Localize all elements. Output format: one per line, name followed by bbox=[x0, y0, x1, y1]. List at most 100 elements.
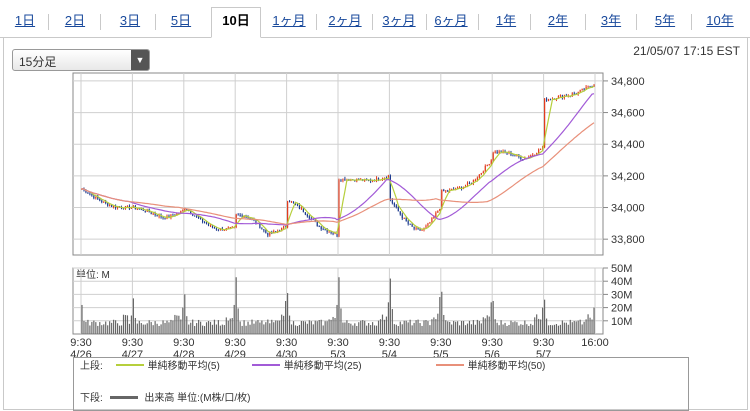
volume-bar bbox=[407, 322, 409, 334]
interval-select[interactable]: 15分足 ▼ bbox=[12, 49, 150, 71]
tab-5日[interactable]: 5日 bbox=[170, 13, 192, 28]
candle-body bbox=[259, 222, 261, 229]
candle-body bbox=[267, 233, 269, 236]
tab-2年[interactable]: 2年 bbox=[547, 13, 569, 28]
candle-body bbox=[150, 212, 152, 214]
candle-body bbox=[544, 98, 546, 148]
tab-3日[interactable]: 3日 bbox=[119, 13, 141, 28]
x-tick-time: 9:30 bbox=[430, 337, 451, 349]
candle-body bbox=[326, 229, 328, 232]
candle-body bbox=[156, 215, 158, 217]
volume-bar bbox=[524, 320, 526, 334]
candle-body bbox=[336, 232, 338, 236]
volume-bar bbox=[348, 323, 350, 334]
x-tick-date: 5/3 bbox=[330, 349, 345, 361]
legend-item-label: 単純移動平均(25) bbox=[283, 361, 362, 372]
volume-tick-label: 20M bbox=[611, 303, 632, 315]
volume-bar bbox=[478, 321, 480, 334]
candle-body bbox=[255, 220, 257, 224]
candle-body bbox=[468, 182, 471, 184]
volume-bar bbox=[178, 315, 180, 334]
candle-body bbox=[241, 215, 243, 218]
candle-body bbox=[211, 225, 214, 228]
volume-bar bbox=[356, 326, 358, 334]
volume-bar bbox=[136, 323, 138, 334]
volume-bar bbox=[474, 324, 476, 334]
candle-body bbox=[217, 229, 219, 231]
candle-body bbox=[168, 215, 170, 218]
candle-body bbox=[243, 216, 245, 218]
candle-body bbox=[532, 154, 534, 156]
volume-bar bbox=[290, 324, 293, 334]
candle-body bbox=[571, 93, 573, 96]
candle-body bbox=[405, 217, 407, 222]
candle-body bbox=[176, 213, 178, 216]
x-tick-date: 5/4 bbox=[382, 349, 397, 361]
candle-body bbox=[484, 165, 486, 172]
volume-bar bbox=[502, 324, 504, 334]
tab-5年[interactable]: 5年 bbox=[654, 13, 676, 28]
volume-bar bbox=[520, 324, 522, 334]
volume-bar bbox=[425, 320, 427, 334]
tab-1年[interactable]: 1年 bbox=[495, 13, 517, 28]
tab-1日[interactable]: 1日 bbox=[14, 13, 36, 28]
candle-body bbox=[152, 213, 154, 215]
tab-10日[interactable]: 10日 bbox=[211, 7, 261, 38]
volume-tick-label: 40M bbox=[611, 276, 632, 288]
volume-bar bbox=[585, 319, 587, 334]
legend-item: 単純移動平均(50) bbox=[432, 361, 545, 372]
tab-3ヶ月[interactable]: 3ヶ月 bbox=[382, 13, 416, 28]
legend-upper-row: 上段: 単純移動平均(5) 単純移動平均(25) 単純移動平均(50) bbox=[80, 360, 545, 374]
volume-bar bbox=[200, 321, 202, 334]
tab-2ヶ月[interactable]: 2ヶ月 bbox=[328, 13, 362, 28]
volume-bar bbox=[536, 314, 538, 334]
volume-bar bbox=[154, 321, 156, 334]
volume-bar bbox=[186, 316, 188, 334]
x-tick-time: 9:30 bbox=[122, 337, 143, 349]
tab-6ヶ月[interactable]: 6ヶ月 bbox=[434, 13, 468, 28]
tab-3年[interactable]: 3年 bbox=[600, 13, 622, 28]
candle-body bbox=[421, 229, 423, 231]
candle-body bbox=[320, 226, 322, 230]
candle-body bbox=[387, 175, 389, 179]
volume-bar bbox=[484, 318, 486, 334]
candle-body bbox=[316, 221, 318, 227]
volume-bar bbox=[344, 322, 346, 334]
volume-bar bbox=[455, 321, 457, 334]
candle-body bbox=[192, 213, 194, 216]
volume-bar bbox=[249, 324, 251, 334]
volume-bar bbox=[391, 309, 393, 334]
candle-body bbox=[490, 160, 492, 165]
volume-bar bbox=[555, 324, 558, 334]
candle-body bbox=[577, 91, 579, 95]
volume-bar bbox=[93, 320, 95, 334]
candle-body bbox=[583, 88, 585, 90]
tab-separator bbox=[636, 14, 637, 30]
volume-bar bbox=[83, 320, 85, 334]
volume-bar bbox=[431, 319, 433, 334]
candle-body bbox=[296, 204, 299, 206]
candle-body bbox=[538, 149, 540, 154]
tab-10年[interactable]: 10年 bbox=[706, 13, 734, 28]
volume-bar bbox=[158, 325, 160, 334]
volume-bar bbox=[196, 323, 198, 334]
volume-bar bbox=[144, 324, 146, 334]
volume-bar bbox=[227, 320, 229, 334]
volume-bar bbox=[294, 325, 297, 334]
candle-body bbox=[318, 226, 320, 228]
volume-bar bbox=[320, 319, 322, 334]
candle-body bbox=[306, 214, 308, 217]
tab-1ヶ月[interactable]: 1ヶ月 bbox=[272, 13, 306, 28]
volume-bar bbox=[247, 321, 249, 334]
volume-bar bbox=[563, 322, 565, 334]
legend-item-label: 単純移動平均(5) bbox=[147, 361, 220, 372]
candle-body bbox=[474, 179, 476, 181]
volume-bar bbox=[233, 304, 235, 334]
volume-unit-label: 単位: M bbox=[76, 268, 110, 281]
tab-2日[interactable]: 2日 bbox=[64, 13, 86, 28]
volume-bar bbox=[532, 325, 534, 334]
chevron-down-icon[interactable]: ▼ bbox=[131, 50, 149, 70]
volume-bar bbox=[346, 320, 348, 334]
candle-body bbox=[472, 179, 475, 184]
